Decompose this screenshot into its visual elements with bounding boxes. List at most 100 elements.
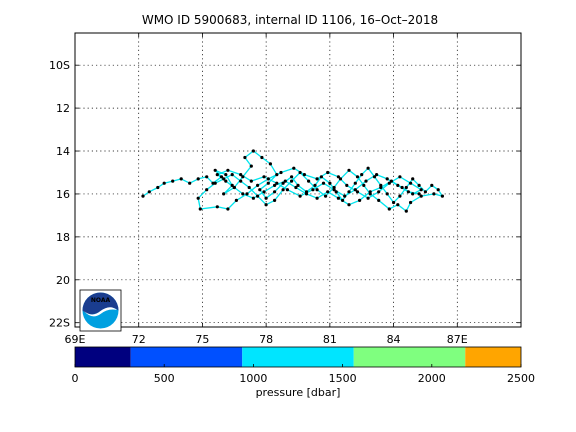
profile-point — [258, 188, 262, 192]
x-tick-label: 69E — [65, 333, 86, 346]
profile-point — [423, 190, 427, 194]
profile-point — [266, 181, 270, 185]
profile-point — [251, 149, 255, 153]
profile-point — [281, 188, 285, 192]
plot-background — [75, 33, 521, 327]
profile-point — [296, 183, 300, 187]
profile-point — [273, 198, 277, 202]
profile-point — [404, 209, 408, 213]
profile-point — [313, 183, 317, 187]
profile-point — [411, 177, 415, 181]
profile-point — [294, 185, 298, 190]
profile-point — [406, 190, 410, 194]
profile-point — [215, 173, 219, 177]
profile-point — [213, 168, 217, 172]
profile-point — [375, 173, 379, 177]
profile-point — [275, 173, 279, 177]
pressure-colorbar: 0 500 1000 1500 2000 2500 pressure [dbar] — [72, 346, 535, 399]
x-tick-label: 75 — [195, 333, 209, 346]
map-plot-area: 10S 12 14 16 18 20 22S 69E 72 75 78 81 84 87E — [49, 32, 522, 346]
profile-point — [281, 181, 285, 185]
profile-point — [366, 166, 370, 170]
profile-point — [419, 194, 423, 198]
profile-point — [222, 177, 226, 181]
profile-point — [279, 170, 283, 175]
colorbar-tick-label: 2500 — [507, 372, 535, 385]
profile-point — [396, 203, 400, 207]
profile-point — [377, 190, 381, 194]
noaa-logo: NOAA — [79, 289, 122, 332]
colorbar-segment — [130, 347, 243, 367]
profile-point — [311, 188, 315, 192]
profile-point — [226, 207, 230, 211]
colorbar-segment — [242, 347, 354, 367]
profile-point — [387, 207, 391, 211]
profile-point — [251, 196, 255, 200]
profile-point — [355, 175, 360, 179]
profile-point — [171, 179, 175, 183]
profile-point — [141, 194, 145, 198]
profile-point — [241, 175, 245, 179]
y-tick-label: 22S — [49, 317, 70, 330]
profile-point — [224, 179, 228, 183]
profile-point — [341, 198, 345, 202]
profile-point — [362, 183, 366, 187]
profile-point — [273, 183, 277, 187]
profile-point — [321, 181, 326, 185]
profile-point — [392, 200, 396, 205]
y-tick-label: 14 — [56, 145, 70, 158]
profile-point — [332, 185, 336, 190]
logo-text: NOAA — [91, 297, 111, 304]
profile-point — [411, 192, 415, 196]
profile-point — [230, 183, 234, 187]
colorbar-tick-label: 1500 — [329, 372, 357, 385]
profile-point — [315, 188, 319, 192]
profile-point — [211, 181, 215, 185]
profile-point — [387, 181, 391, 185]
profile-point — [224, 173, 228, 177]
x-axis-ticks: 69E 72 75 78 81 84 87E — [65, 33, 468, 346]
profile-point — [273, 190, 277, 194]
profile-point — [366, 196, 370, 200]
profile-point — [215, 205, 219, 209]
profile-point — [249, 179, 253, 183]
logo-sky-half — [82, 292, 119, 315]
profile-point — [219, 175, 224, 179]
profile-point — [245, 192, 249, 196]
x-tick-label: 84 — [387, 333, 401, 346]
profile-point — [336, 175, 340, 179]
profile-point — [332, 188, 336, 192]
profile-point — [353, 188, 357, 192]
profile-point — [432, 192, 436, 196]
profile-point — [264, 196, 268, 200]
profile-point — [226, 168, 230, 172]
y-tick-label: 12 — [56, 102, 70, 115]
profile-point — [319, 175, 323, 179]
profile-point — [315, 196, 319, 200]
profile-point — [377, 198, 381, 202]
y-tick-label: 10S — [49, 59, 70, 72]
profile-point — [385, 177, 389, 181]
profile-point — [198, 207, 202, 211]
profile-point — [239, 173, 243, 177]
profile-point — [196, 196, 200, 200]
colorbar-segments — [75, 347, 521, 367]
profile-point — [290, 179, 294, 183]
y-tick-label: 18 — [56, 231, 70, 244]
profile-point — [324, 194, 328, 198]
profile-point — [336, 196, 340, 200]
profile-point — [440, 194, 444, 198]
track-line — [142, 150, 444, 212]
profile-point — [358, 198, 362, 202]
profile-point — [389, 179, 393, 183]
profile-point — [409, 200, 413, 205]
profile-point — [328, 181, 332, 185]
profile-point — [285, 188, 289, 192]
profile-point — [196, 177, 200, 181]
profile-point — [347, 168, 351, 172]
profile-point — [243, 155, 247, 160]
profile-point — [147, 190, 151, 194]
profile-point — [249, 164, 253, 168]
chart-title: WMO ID 5900683, internal ID 1106, 16–Oct… — [142, 13, 438, 27]
profile-point — [398, 175, 402, 179]
